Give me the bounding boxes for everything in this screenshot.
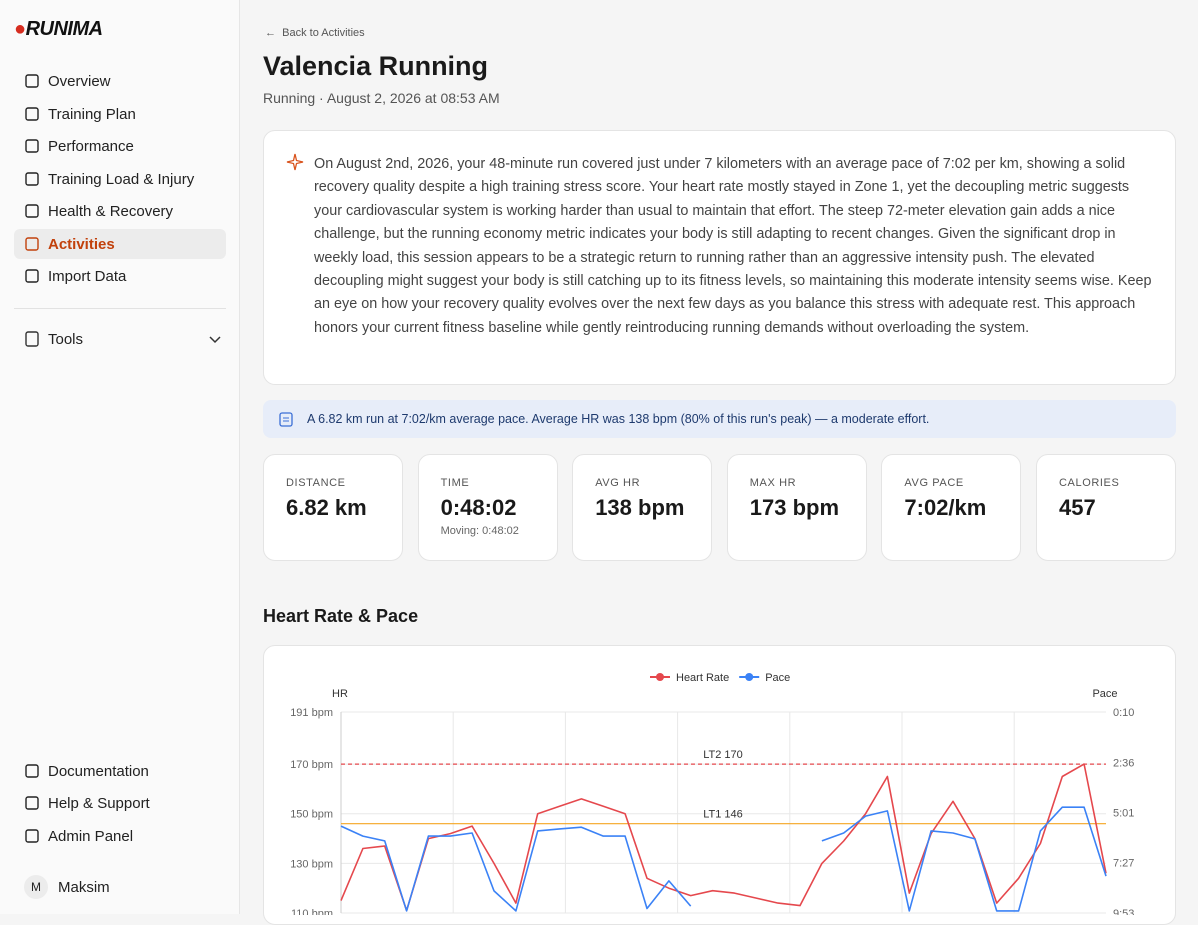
nav-label: Activities — [48, 235, 115, 253]
icon — [25, 204, 39, 218]
y-tick-label: 191 bpm — [290, 707, 333, 719]
stat-label: AVG HR — [595, 477, 641, 489]
icon — [25, 764, 39, 778]
stat-value: 0:48:02 — [440, 495, 517, 520]
stat-label: CALORIES — [1059, 477, 1120, 489]
summary-text: On August 2nd, 2026, your 48-minute run … — [314, 156, 1152, 336]
chart-card: 191 bpm 170 bpm 150 bpm 130 bpm 110 bpm 0:10 2… — [263, 645, 1176, 925]
user-name: Maksim — [58, 878, 110, 896]
nav-item[interactable]: Import Data — [14, 261, 226, 291]
banner-text: A 6.82 km run at 7:02/km average pace. A… — [307, 412, 930, 426]
series-line — [340, 806, 1107, 912]
series-line — [340, 763, 1107, 912]
nav-label: Training Load & Injury — [48, 170, 195, 188]
reference-label: LT2 170 — [703, 749, 743, 761]
icon — [25, 107, 39, 121]
nav-item[interactable]: Health & Recovery — [14, 196, 226, 226]
nav-label: Performance — [48, 137, 134, 155]
nav-label: Help & Support — [48, 794, 150, 812]
stat-card: AVG PACE 7:02/km — [881, 454, 1022, 561]
stat-card: DISTANCE 6.82 km — [263, 454, 403, 561]
icon — [25, 172, 39, 186]
divider — [14, 308, 226, 309]
nav-label: Import Data — [48, 267, 127, 285]
nav-item[interactable]: Admin Panel — [14, 821, 226, 851]
y-tick-label: 170 bpm — [290, 759, 333, 771]
legend-swatch — [745, 673, 754, 681]
icon — [25, 237, 39, 251]
y2-tick-label: 2:36 — [1113, 757, 1134, 769]
brand-text: RUNIMA — [25, 18, 104, 40]
nav-item[interactable]: Documentation — [14, 756, 226, 786]
y2-tick-label: 0:10 — [1113, 707, 1134, 719]
nav-item[interactable]: Activities — [14, 229, 226, 259]
reference-label: LT1 146 — [703, 809, 743, 821]
stat-value: 7:02/km — [904, 495, 987, 520]
nav-label: Overview — [48, 72, 111, 90]
y2-axis-label: Pace — [1092, 688, 1117, 700]
nav-label: Training Plan — [48, 105, 136, 123]
back-link[interactable]: ← Back to Activities — [265, 27, 365, 39]
sidebar: ●RUNIMA Overview Training Plan Performance… — [0, 0, 240, 914]
icon — [25, 796, 39, 810]
stat-value: 457 — [1059, 495, 1096, 520]
back-text: Back to Activities — [282, 27, 365, 39]
stat-card: CALORIES 457 — [1036, 454, 1176, 561]
nav-item[interactable]: Help & Support — [14, 788, 226, 818]
icon — [25, 269, 39, 283]
brand-flame: ● — [14, 18, 26, 40]
y2-tick-label: 5:01 — [1113, 807, 1134, 819]
icon — [25, 331, 39, 347]
stat-value: 6.82 km — [286, 495, 367, 520]
stat-value: 138 bpm — [595, 495, 685, 520]
legend-label: Pace — [765, 672, 790, 684]
y-tick-label: 150 bpm — [290, 809, 333, 821]
nav-label: Tools — [48, 330, 84, 348]
nav-item[interactable]: Training Plan — [14, 99, 226, 129]
stat-card: TIME 0:48:02 Moving: 0:48:02 — [417, 454, 558, 561]
stat-sub: Moving: 0:48:02 — [440, 525, 519, 537]
tools-toggle[interactable]: Tools — [14, 324, 226, 354]
y-axis-label: HR — [332, 688, 348, 700]
nav-item[interactable]: Overview — [14, 66, 226, 96]
stat-label: AVG PACE — [904, 477, 964, 489]
nav-label: Documentation — [48, 762, 149, 780]
page-subtitle: Running · August 2, 2026 at 08:53 AM — [263, 90, 500, 106]
user[interactable]: M Maksim — [14, 872, 226, 902]
chevron — [209, 336, 221, 344]
brand[interactable]: ●RUNIMA — [14, 18, 103, 41]
y-tick-label: 130 bpm — [290, 858, 333, 870]
icon — [279, 412, 293, 427]
nav-label: Admin Panel — [48, 827, 134, 845]
icon — [25, 74, 39, 88]
summary-card: On August 2nd, 2026, your 48-minute run … — [263, 130, 1176, 385]
legend-label: Heart Rate — [676, 672, 729, 684]
nav-item[interactable]: Performance — [14, 131, 226, 161]
section-title: Heart Rate & Pace — [263, 606, 419, 626]
legend-swatch — [656, 673, 664, 681]
stat-card: MAX HR 173 bpm — [726, 454, 867, 561]
stat-card: AVG HR 138 bpm — [572, 454, 713, 561]
icon — [25, 829, 39, 843]
stat-label: TIME — [440, 477, 470, 489]
stat-label: DISTANCE — [286, 477, 346, 489]
icon — [25, 139, 39, 153]
sparkle-icon — [286, 153, 304, 171]
avatar: M — [24, 875, 48, 899]
nav-item[interactable]: Training Load & Injury — [14, 164, 226, 194]
stat-label: MAX HR — [749, 477, 797, 489]
info-banner: A 6.82 km run at 7:02/km average pace. A… — [263, 400, 1176, 438]
stat-value: 173 bpm — [749, 495, 840, 520]
nav-label: Health & Recovery — [48, 202, 174, 220]
y2-tick-label: 7:27 — [1113, 858, 1134, 870]
page-title: Valencia Running — [263, 51, 489, 81]
